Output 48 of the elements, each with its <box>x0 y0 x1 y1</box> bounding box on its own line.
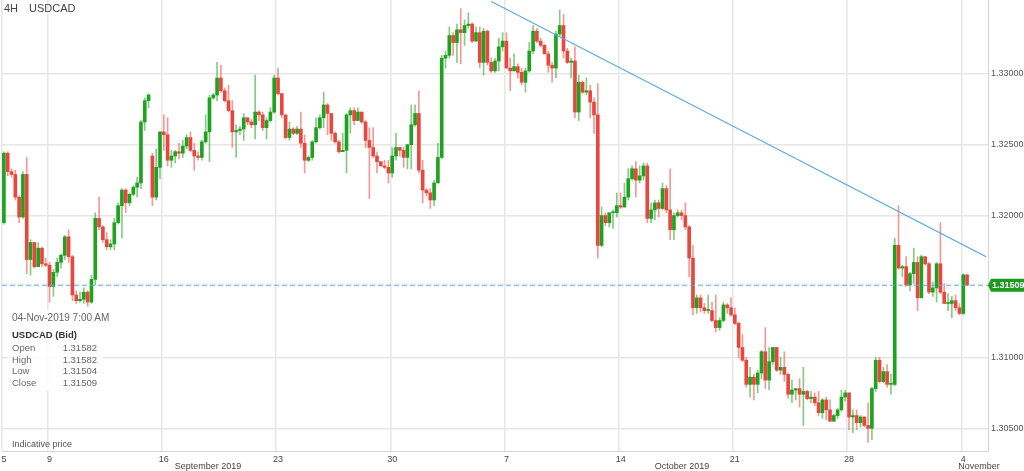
candlestick <box>177 142 181 160</box>
annotation: 1.31504 <box>62 365 97 377</box>
y-tick-label: 1.32500 <box>991 139 1024 150</box>
x-tick-label: 30 <box>387 453 398 464</box>
candlestick <box>234 124 238 158</box>
candlestick <box>611 209 615 229</box>
annotation: 1.31509 <box>62 377 97 389</box>
candlestick <box>508 57 513 92</box>
candlestick <box>866 402 870 443</box>
x-tick-label: 7 <box>503 453 509 464</box>
annotation: Indicative price <box>12 439 73 449</box>
candlestick <box>946 293 950 311</box>
candlestick <box>809 391 813 404</box>
annotation: 1.31582 <box>62 342 97 353</box>
y-tick-label: 1.30500 <box>991 422 1024 433</box>
candlestick <box>569 57 573 79</box>
annotation: Open <box>12 342 36 353</box>
y-tick-label: 1.31000 <box>991 351 1024 362</box>
chart-title: USDCAD <box>29 2 76 14</box>
candlestick <box>706 294 711 314</box>
candlestick <box>851 409 855 433</box>
x-tick-label: 21 <box>729 453 740 464</box>
candlestick <box>196 151 200 161</box>
text: October 2019 <box>654 461 710 471</box>
annotation: 04-Nov-2019 7:00 AM <box>12 312 110 323</box>
y-tick-label: 1.33000 <box>991 68 1024 79</box>
x-tick-label: 5 <box>1 453 7 464</box>
y-tick-label: 1.32000 <box>991 210 1024 221</box>
x-tick-label: 23 <box>273 453 284 464</box>
candlestick <box>238 125 242 136</box>
text: September 2019 <box>174 461 242 471</box>
annotation: USDCAD (Bid) <box>12 329 77 340</box>
annotation: High <box>12 353 32 365</box>
candlestick <box>253 74 257 140</box>
annotation: Close <box>12 377 37 389</box>
ref-line-label: 1.31509 <box>992 280 1024 291</box>
x-tick-label: 14 <box>615 453 626 464</box>
annotation: 1.31582 <box>62 353 97 365</box>
annotation: Low <box>12 365 30 377</box>
chart-subtitle: 4H <box>4 2 19 14</box>
x-tick-label: 4 <box>960 453 966 464</box>
x-tick-label: 28 <box>844 453 855 464</box>
text: November <box>958 461 1000 471</box>
candlestick <box>790 379 794 404</box>
candlestick <box>793 388 798 401</box>
candlestick <box>950 296 954 319</box>
x-tick-label: 9 <box>47 453 53 464</box>
x-tick-label: 16 <box>158 453 169 464</box>
